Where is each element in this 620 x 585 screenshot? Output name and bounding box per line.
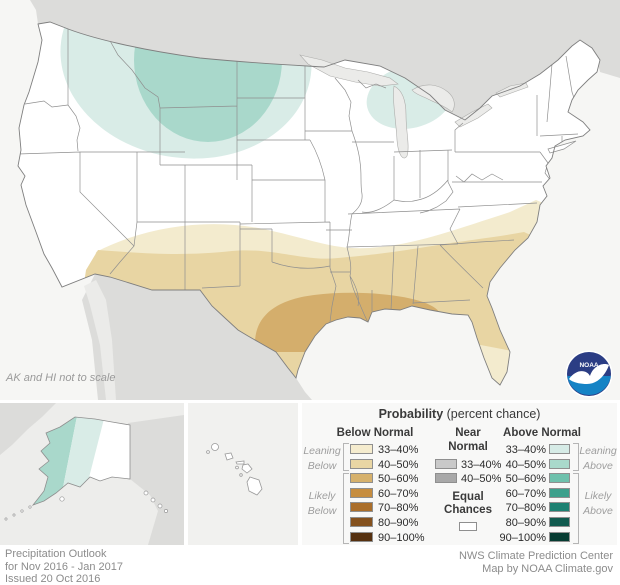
footer-right: NWS Climate Prediction Center Map by NOA…: [459, 550, 613, 575]
above-swatch-60-70: [549, 488, 570, 498]
island-hawaii: [246, 476, 263, 496]
near-normal-header-2: Normal: [448, 441, 488, 453]
above-swatch-80-90: [549, 517, 570, 527]
lake-superior: [299, 54, 399, 87]
equal-chances-label-2: Chances: [444, 504, 492, 516]
leaning-below-bracket: [343, 443, 349, 471]
footer-left: Precipitation Outlook for Nov 2016 - Jan…: [5, 548, 123, 585]
hawaiian-islands: [206, 443, 263, 496]
below-swatch-40-50: [350, 459, 373, 469]
above-swatch-50-60: [549, 473, 570, 483]
above-swatch-33-40: [549, 444, 570, 454]
above-normal-header: Above Normal: [503, 427, 581, 439]
aleutian-islands: [4, 490, 168, 521]
gulf-of-california: [84, 280, 116, 400]
island-molokai: [235, 460, 245, 465]
above-label-50-60: 50–60%: [505, 473, 546, 485]
island-niihau: [206, 450, 210, 454]
island-lanai: [235, 465, 239, 470]
noaa-logo-text: NOAA: [579, 362, 598, 369]
leaning-above-label: Leaning Above: [579, 444, 617, 473]
below-swatch-80-90: [350, 517, 373, 527]
legend-title-bold: Probability: [378, 407, 444, 421]
above-label-33-40: 33–40%: [505, 444, 546, 456]
below-label-50-60: 50–60%: [378, 473, 419, 485]
scale-note: AK and HI not to scale: [6, 372, 116, 384]
island-kahoolawe: [239, 473, 243, 477]
likely-above-bracket: [573, 473, 579, 544]
likely-below-line2: Below: [307, 504, 337, 517]
lake-erie: [454, 103, 493, 128]
island-kauai: [211, 443, 219, 451]
leaning-above-line1: Leaning: [579, 445, 617, 457]
noaa-logo: NOAA: [565, 350, 613, 398]
alaska-inset-svg: [0, 403, 184, 545]
footer-title: Precipitation Outlook: [5, 548, 107, 560]
lake-michigan: [393, 85, 409, 159]
below-label-33-40: 33–40%: [378, 444, 419, 456]
equal-chances-label-1: Equal: [452, 491, 484, 503]
likely-above-line2: Above: [583, 504, 613, 517]
probability-legend: Probability (percent chance) Below Norma…: [302, 403, 617, 545]
near-swatch-40-50: [435, 473, 457, 483]
footer-credit-climate: Map by NOAA Climate.gov: [482, 562, 613, 575]
conus-map: NOAA AK and HI not to scale: [0, 0, 620, 400]
long-island: [547, 140, 577, 154]
likely-below-label: Likely Below: [302, 489, 342, 518]
mexico-landmass: [82, 274, 312, 400]
above-label-40-50: 40–50%: [505, 459, 546, 471]
below-swatch-60-70: [350, 488, 373, 498]
above-swatch-90-100: [549, 532, 570, 542]
above-label-80-90: 80–90%: [505, 517, 546, 529]
likely-below-bracket: [343, 473, 349, 544]
above-swatch-40-50: [549, 459, 570, 469]
conus-map-svg: NOAA: [0, 0, 620, 400]
below-label-40-50: 40–50%: [378, 459, 419, 471]
below-swatch-33-40: [350, 444, 373, 454]
russia-landmass: [0, 403, 56, 455]
region-above-40-50-montana: [134, 22, 282, 142]
leaning-below-line2: Below: [307, 459, 337, 472]
hawaii-inset: [188, 403, 298, 545]
above-label-70-80: 70–80%: [505, 502, 546, 514]
hawaii-inset-svg: [206, 443, 263, 496]
below-swatch-70-80: [350, 502, 373, 512]
leaning-below-label: Leaning Below: [302, 444, 342, 473]
leaning-below-line1: Leaning: [303, 445, 341, 457]
noaa-gull-icon: [569, 364, 609, 384]
footer-issued: Issued 20 Oct 2016: [5, 573, 101, 585]
lake-ontario: [495, 82, 529, 98]
alaska-inset: [0, 403, 184, 545]
leaning-above-line2: Above: [583, 459, 613, 472]
canada-landmass-inset: [128, 415, 184, 545]
below-label-80-90: 80–90%: [378, 517, 419, 529]
near-label-40-50: 40–50%: [461, 473, 502, 485]
below-label-90-100: 90–100%: [378, 532, 425, 544]
above-label-60-70: 60–70%: [505, 488, 546, 500]
near-swatch-33-40: [435, 459, 457, 469]
legend-title-suffix: (percent chance): [443, 407, 541, 421]
likely-above-label: Likely Above: [579, 489, 617, 518]
above-label-90-100: 90–100%: [499, 532, 547, 544]
below-swatch-90-100: [350, 532, 373, 542]
leaning-above-bracket: [573, 443, 579, 471]
footer-credit-cpc: NWS Climate Prediction Center: [458, 550, 613, 562]
above-swatch-70-80: [549, 502, 570, 512]
island-oahu: [224, 452, 234, 461]
equal-chances-swatch: [459, 522, 477, 531]
below-swatch-50-60: [350, 473, 373, 483]
footer-period: for Nov 2016 - Jan 2017: [5, 560, 124, 573]
canada-landmass: [30, 0, 620, 120]
below-label-70-80: 70–80%: [378, 502, 419, 514]
legend-title: Probability (percent chance): [302, 407, 617, 421]
near-label-33-40: 33–40%: [461, 459, 502, 471]
likely-above-line1: Likely: [584, 490, 612, 502]
below-label-60-70: 60–70%: [378, 488, 419, 500]
near-normal-header-1: Near: [455, 427, 481, 439]
below-normal-header: Below Normal: [336, 427, 414, 439]
likely-below-line1: Likely: [308, 490, 336, 502]
state-borders: [18, 28, 579, 323]
island-maui: [241, 463, 253, 474]
